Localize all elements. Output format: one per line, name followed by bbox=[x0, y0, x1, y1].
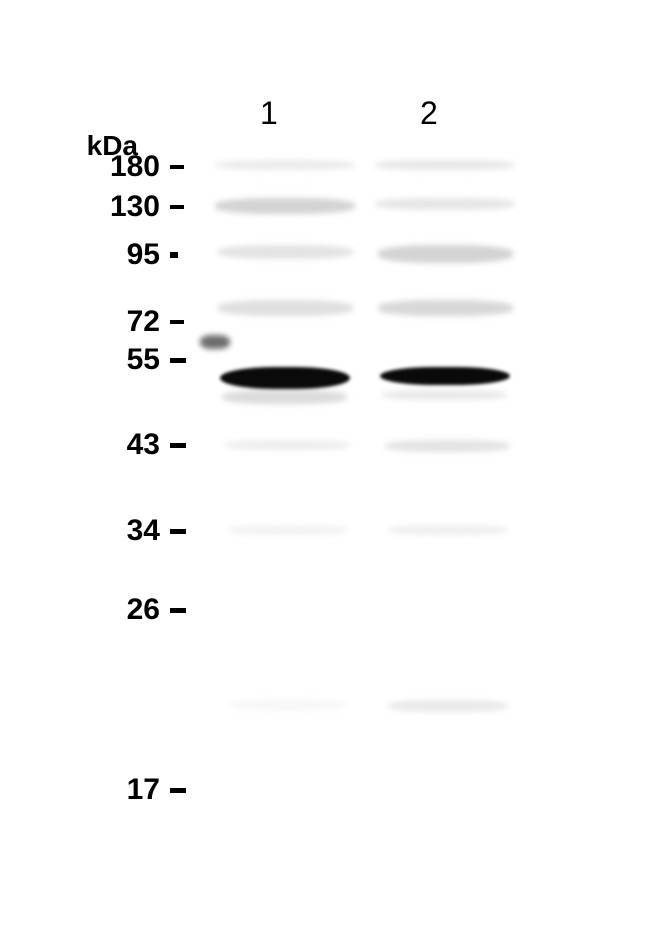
smear-3 bbox=[375, 198, 515, 210]
smear-5 bbox=[378, 245, 513, 263]
smear-14 bbox=[388, 525, 508, 535]
lane-label-2: 2 bbox=[420, 95, 438, 132]
marker-label-95: 95 bbox=[90, 238, 160, 272]
marker-tick-130 bbox=[170, 205, 184, 209]
marker-tick-95 bbox=[170, 252, 178, 258]
smear-7 bbox=[378, 300, 513, 316]
smear-0 bbox=[215, 160, 355, 170]
marker-label-72: 72 bbox=[90, 305, 160, 339]
marker-label-55: 55 bbox=[90, 343, 160, 377]
marker-label-34: 34 bbox=[90, 514, 160, 548]
smear-1 bbox=[375, 160, 515, 170]
band-lane1 bbox=[220, 367, 350, 389]
marker-label-43: 43 bbox=[90, 428, 160, 462]
smear-4 bbox=[218, 245, 353, 259]
smear-6 bbox=[218, 300, 353, 316]
smear-13 bbox=[228, 525, 348, 535]
marker-tick-180 bbox=[170, 165, 184, 169]
marker-tick-34 bbox=[170, 529, 186, 534]
smear-11 bbox=[225, 440, 350, 450]
marker-label-130: 130 bbox=[90, 190, 160, 224]
smear-12 bbox=[385, 440, 510, 452]
western-blot: kDa 1218013095725543342617 bbox=[0, 0, 650, 934]
marker-tick-43 bbox=[170, 443, 186, 448]
smear-10 bbox=[382, 390, 507, 400]
marker-tick-17 bbox=[170, 788, 186, 793]
lane-label-1: 1 bbox=[260, 95, 278, 132]
smear-9 bbox=[222, 390, 347, 404]
smear-8 bbox=[200, 335, 230, 349]
marker-tick-55 bbox=[170, 358, 186, 363]
smear-15 bbox=[388, 700, 508, 712]
smear-2 bbox=[215, 198, 355, 214]
marker-tick-26 bbox=[170, 608, 186, 613]
marker-label-26: 26 bbox=[90, 593, 160, 627]
band-lane2 bbox=[380, 367, 510, 385]
marker-tick-72 bbox=[170, 320, 184, 324]
marker-label-17: 17 bbox=[90, 773, 160, 807]
smear-16 bbox=[228, 700, 348, 710]
marker-label-180: 180 bbox=[90, 150, 160, 184]
